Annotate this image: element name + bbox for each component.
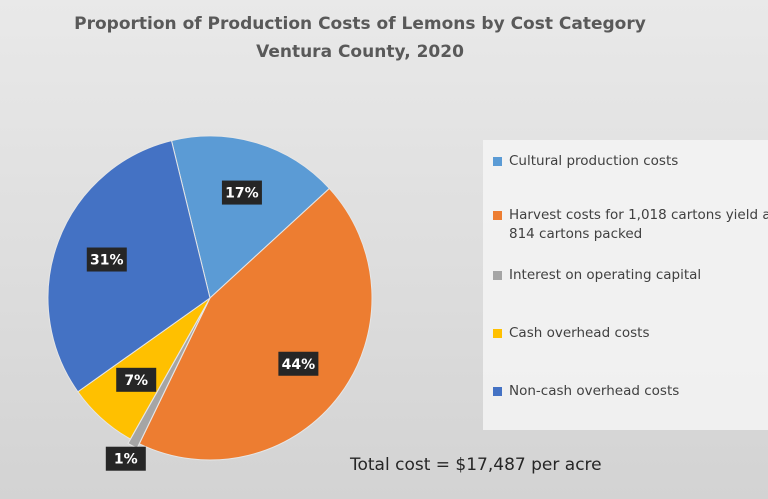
legend-item: Interest on operating capital — [493, 266, 768, 285]
pie-chart: 17% 44% 1% 7% 31% — [47, 135, 373, 471]
data-label: 31% — [90, 253, 124, 269]
legend-swatch — [493, 387, 502, 396]
data-label: 1% — [114, 452, 138, 468]
pie-slice — [170, 135, 331, 299]
legend-label: Interest on operating capital — [509, 267, 702, 283]
pie-slice — [47, 140, 211, 393]
data-label: 17% — [225, 186, 259, 202]
legend-label: Non-cash overhead costs — [509, 383, 680, 399]
label-box — [86, 247, 127, 272]
annotation: Total cost = $17,487 per acre — [350, 455, 602, 475]
legend-swatch — [493, 211, 502, 220]
legend-swatch — [493, 329, 502, 338]
legend: Cultural production costs Harvest costs f… — [483, 140, 768, 430]
pie-slice — [138, 187, 373, 461]
legend-label: Cultural production costs — [509, 153, 679, 169]
label-box — [221, 180, 262, 205]
legend-item: Non-cash overhead costs — [493, 382, 768, 401]
legend-item: Cash overhead costs — [493, 324, 768, 343]
legend-item: Harvest costs for 1,018 cartons yield an… — [493, 206, 768, 244]
label-box — [278, 351, 319, 376]
label-box — [105, 446, 146, 471]
legend-label: Cash overhead costs — [509, 325, 650, 341]
data-label: 7% — [124, 373, 148, 389]
legend-swatch — [493, 271, 502, 280]
data-label: 44% — [282, 357, 316, 373]
label-box — [116, 367, 157, 392]
legend-label: Harvest costs for 1,018 cartons yield an… — [509, 207, 768, 242]
chart-title: Proportion of Production Costs of Lemons… — [74, 14, 646, 34]
legend-swatch — [493, 157, 502, 166]
chart-subtitle: Ventura County, 2020 — [256, 42, 464, 62]
legend-item: Cultural production costs — [493, 152, 768, 171]
